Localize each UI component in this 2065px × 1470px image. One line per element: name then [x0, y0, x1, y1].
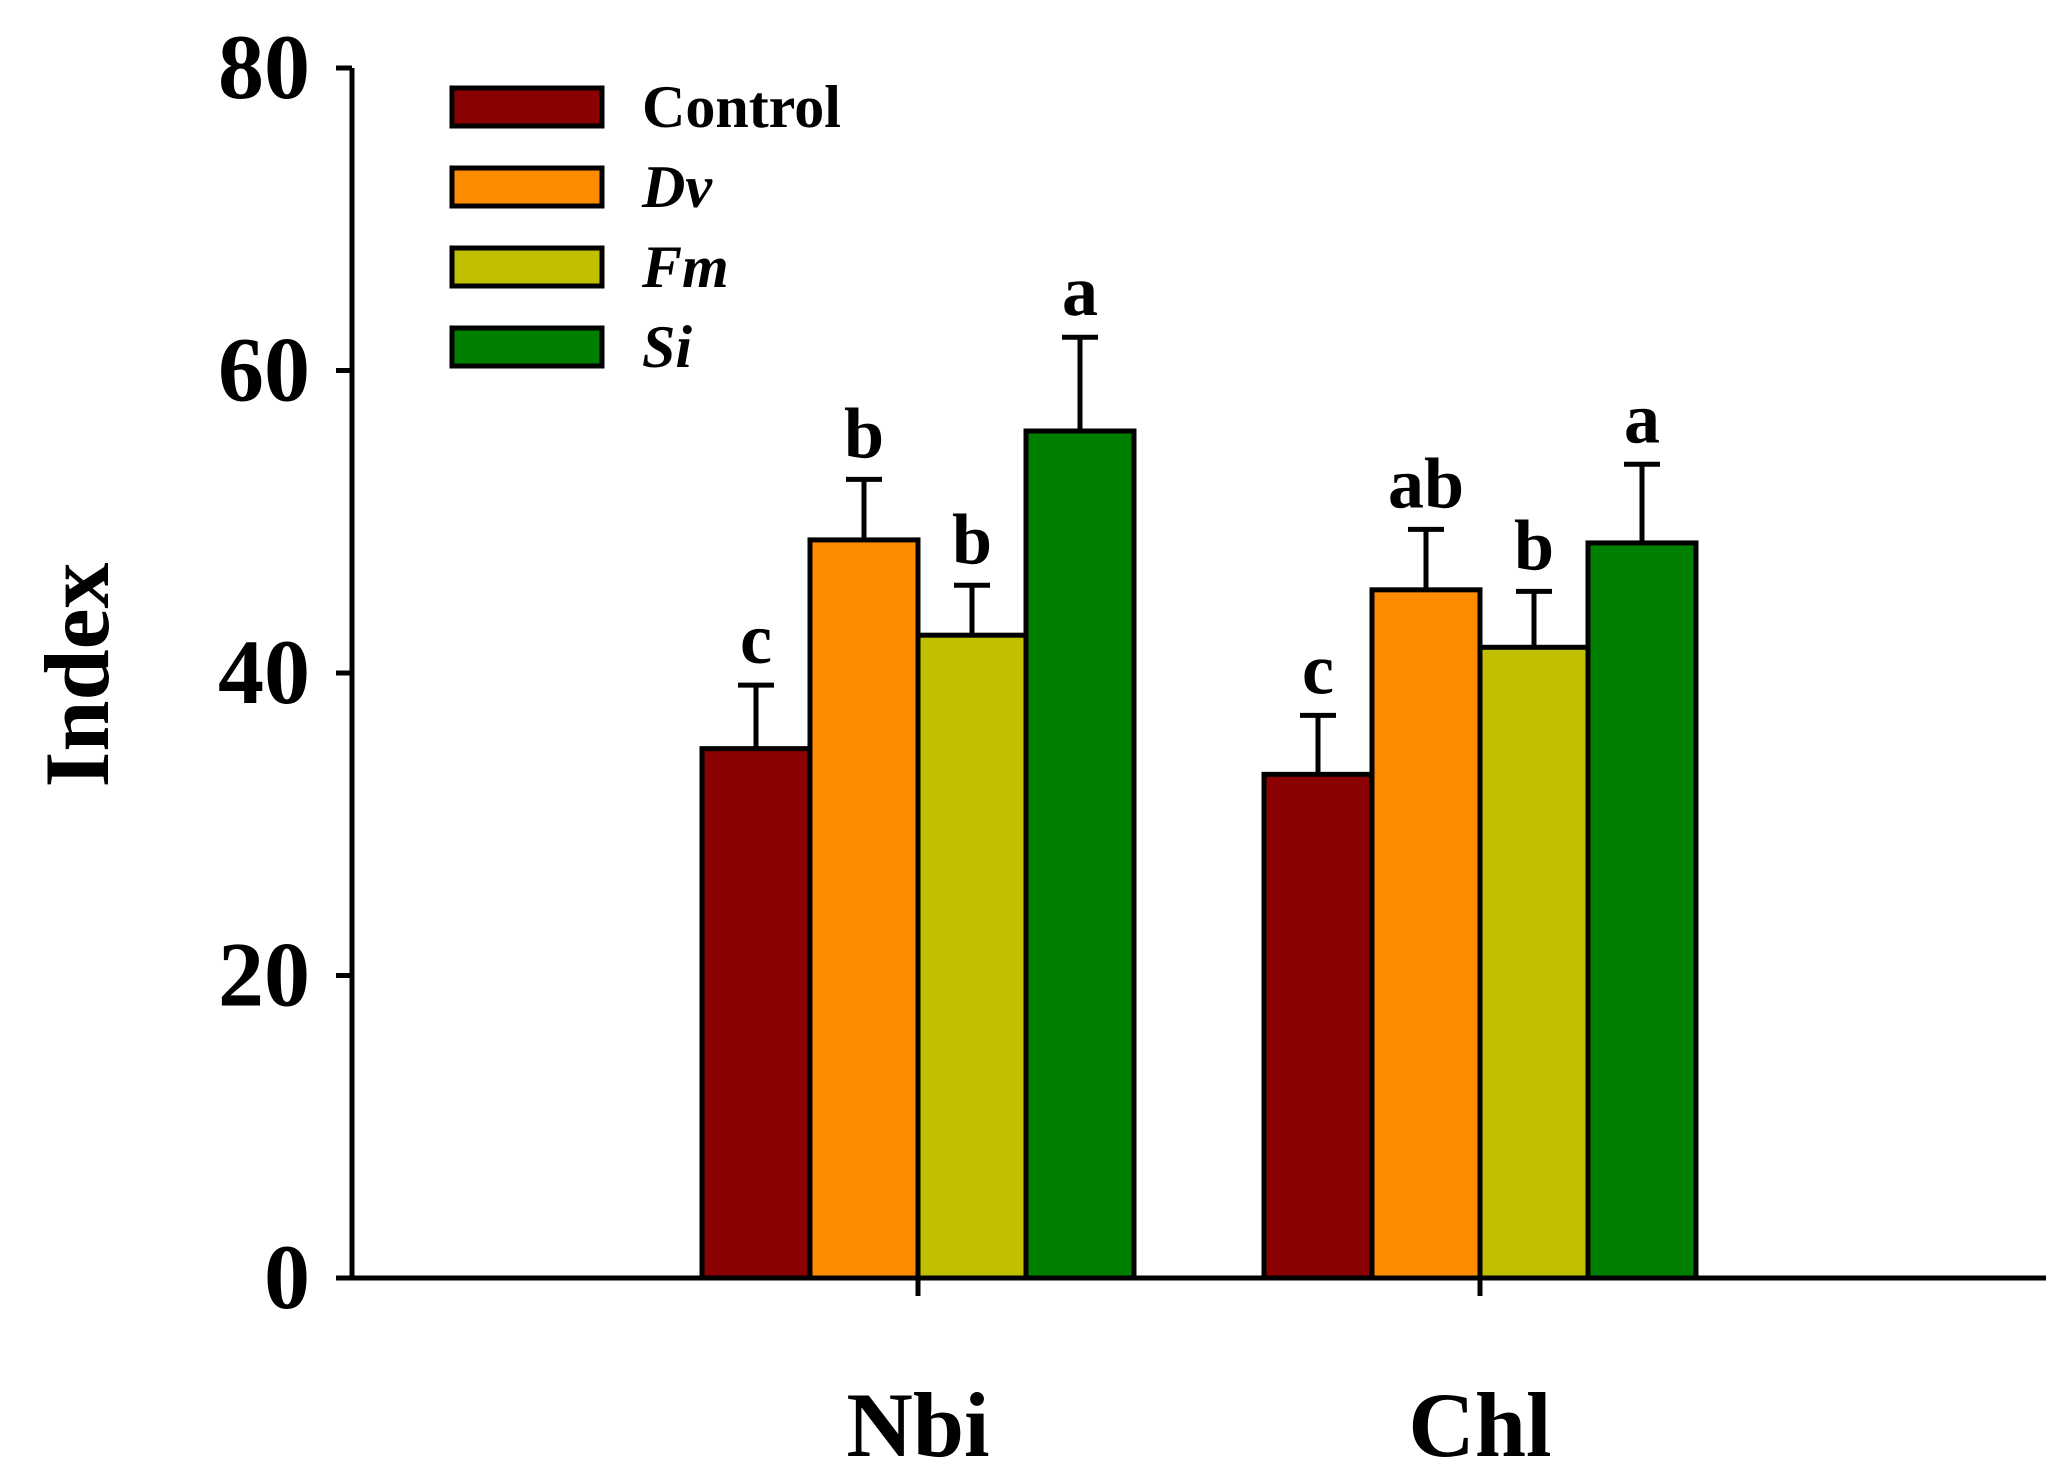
bar — [1369, 587, 1483, 1281]
y-tick-label: 40 — [218, 621, 310, 723]
significance-label: ab — [1388, 443, 1464, 523]
legend-label: Dv — [641, 154, 713, 220]
significance-label: a — [1624, 378, 1660, 458]
bar — [699, 746, 813, 1281]
bar — [1261, 771, 1375, 1281]
significance-label: b — [1514, 505, 1554, 585]
legend-label: Control — [642, 74, 841, 140]
legend-swatch — [449, 325, 605, 369]
x-category-label: Nbi — [846, 1374, 989, 1470]
bar — [915, 632, 1029, 1281]
x-axis: Nbi Chl — [352, 1275, 2046, 1470]
bar — [1477, 644, 1591, 1281]
bar — [807, 537, 921, 1281]
y-tick-label: 60 — [218, 319, 310, 421]
y-tick-label: 20 — [218, 924, 310, 1026]
significance-label: b — [844, 393, 884, 473]
bar — [1023, 428, 1137, 1281]
y-tick-label: 80 — [218, 16, 310, 118]
y-axis: 0 20 40 60 80 — [218, 16, 355, 1328]
significance-label: b — [952, 499, 992, 579]
y-axis-title: Index — [26, 563, 128, 788]
significance-label: a — [1062, 251, 1098, 331]
legend-swatch — [449, 85, 605, 129]
legend: Control Dv Fm Si — [449, 74, 841, 380]
legend-swatch — [449, 245, 605, 289]
significance-label: c — [1302, 629, 1334, 709]
legend-swatch — [449, 165, 605, 209]
x-category-label: Chl — [1408, 1374, 1551, 1470]
legend-label: Si — [642, 314, 692, 380]
bar — [1585, 540, 1699, 1281]
legend-label: Fm — [641, 234, 729, 300]
significance-label: c — [740, 599, 772, 679]
y-tick-label: 0 — [264, 1226, 310, 1328]
